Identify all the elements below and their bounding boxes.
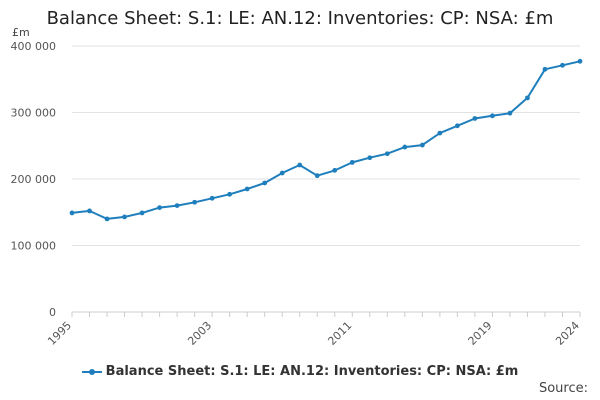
x-tick-label: 2024 [553,319,582,348]
data-point [157,205,162,210]
data-point [87,208,92,214]
x-tick-label: 2011 [325,319,354,348]
legend-entry-label: Balance Sheet: S.1: LE: AN.12: Inventori… [105,364,519,379]
data-point [419,142,425,148]
data-point [192,199,198,205]
data-point [472,116,478,121]
data-point [122,214,127,220]
series-line [71,60,581,220]
x-tick-label: 2019 [466,319,495,348]
data-point [244,186,250,192]
data-point [332,167,338,173]
y-tick-label: 0 [49,306,56,319]
data-point [69,210,75,216]
data-point [209,195,215,201]
y-tick-label: 400 000 [11,40,57,53]
data-point [314,173,320,179]
data-point [542,66,548,72]
data-point [262,180,268,186]
data-point [367,155,373,161]
chart-legend[interactable]: Balance Sheet: S.1: LE: AN.12: Inventori… [0,364,600,379]
data-point [402,144,408,150]
source-label: Source: [538,381,588,396]
data-point [279,170,285,176]
y-axis-label: £m [12,26,30,39]
y-tick-label: 200 000 [11,173,57,186]
data-point [507,110,513,116]
chart-title: Balance Sheet: S.1: LE: AN.12: Inventori… [46,8,554,29]
data-point [227,191,233,197]
data-point [349,159,355,165]
data-point [454,123,460,129]
y-tick-label: 300 000 [11,107,57,120]
x-tick-label: 1995 [45,319,74,348]
data-point [384,151,390,157]
legend-swatch-icon [81,367,102,377]
data-point [577,58,583,64]
legend-dot-mark [88,368,95,375]
data-point [525,95,530,101]
data-point [560,62,565,68]
y-tick-label: 100 000 [11,240,57,253]
data-point [490,113,495,119]
x-tick-label: 2003 [185,319,214,348]
data-point [139,210,145,216]
data-point [297,162,303,168]
data-point [104,216,110,222]
data-point [437,130,443,136]
data-point [174,203,180,209]
